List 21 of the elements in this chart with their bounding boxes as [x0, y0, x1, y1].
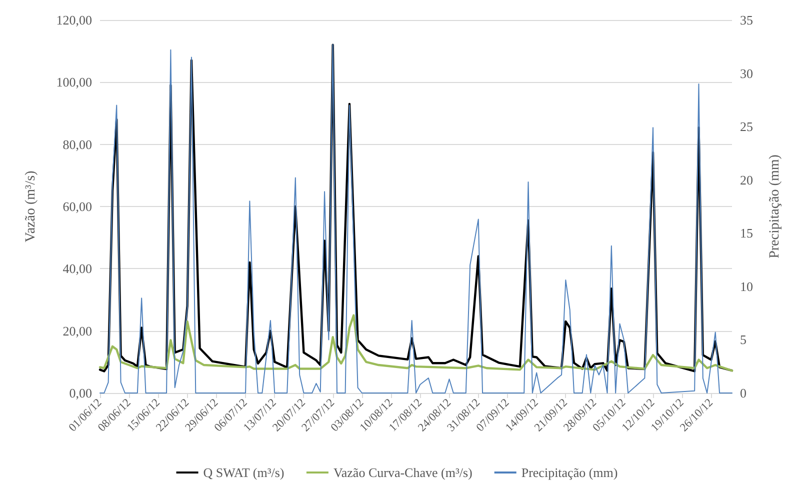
- y-tick-label: 40,00: [62, 261, 92, 276]
- y-tick-label: 80,00: [62, 136, 92, 152]
- y-tick-label: 120,00: [56, 12, 92, 28]
- legend-label: Precipitação (mm): [521, 465, 618, 480]
- y-tick-label: 60,00: [62, 199, 92, 214]
- legend-label: Q SWAT (m³/s): [203, 465, 284, 480]
- y2-tick-label: 30: [740, 66, 753, 81]
- line-series: [98, 314, 734, 372]
- y2-tick-label: 35: [740, 12, 753, 28]
- y2-tick-label: 5: [740, 332, 746, 348]
- y-tick-label: 100,00: [56, 74, 92, 90]
- y2-tick-label: 25: [740, 119, 753, 134]
- legend-label: Vazão Curva-Chave (m³/s): [333, 465, 472, 480]
- y-tick-label: 0,00: [69, 386, 92, 400]
- y2-axis-title: Precipitação (mm): [768, 154, 782, 258]
- y2-tick-label: 15: [740, 226, 753, 241]
- y2-tick-label: 10: [740, 278, 753, 294]
- y-tick-label: 20,00: [62, 323, 92, 338]
- y2-tick-label: 0: [740, 386, 746, 400]
- y-axis-title: Vazão (m³/s): [24, 170, 38, 242]
- y2-tick-label: 20: [740, 172, 753, 188]
